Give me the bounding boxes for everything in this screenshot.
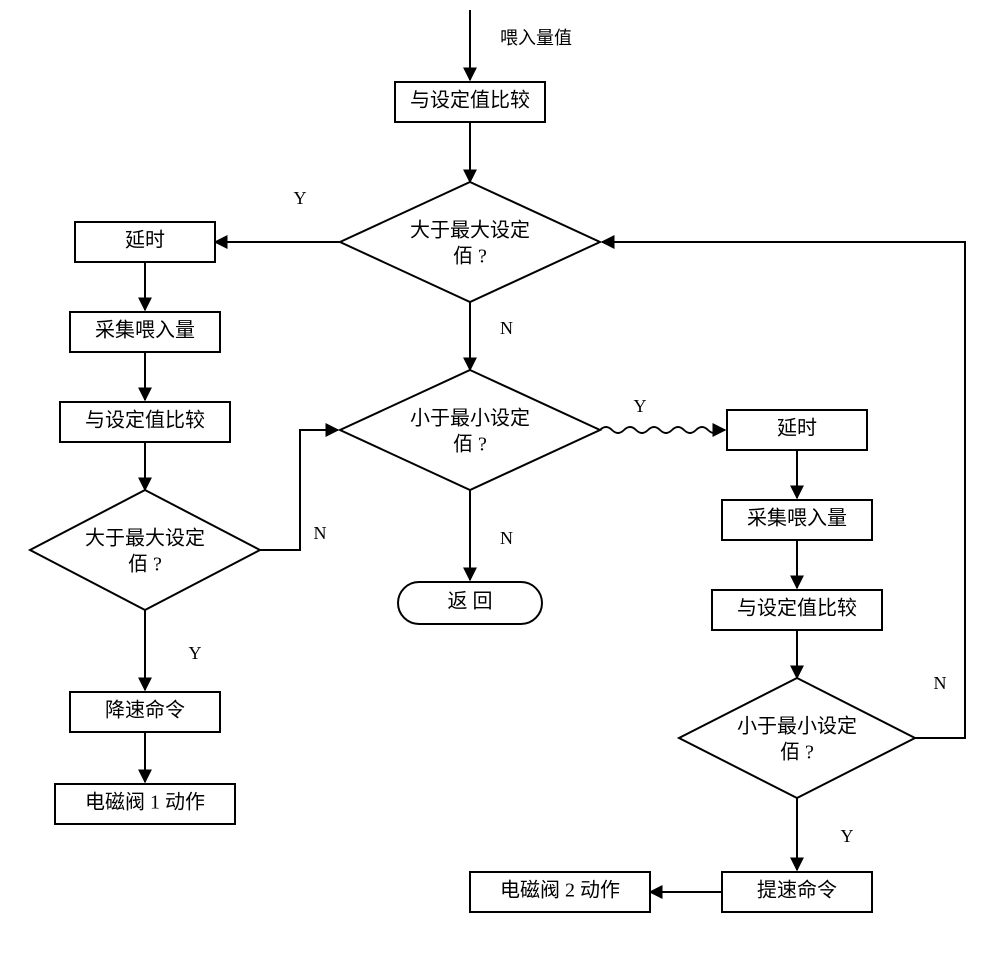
- edge-rdec-y: Y: [797, 798, 854, 870]
- svg-text:返 回: 返 回: [448, 590, 493, 613]
- svg-text:大于最大设定: 大于最大设定: [410, 219, 530, 242]
- r-decision-min: 小于最小设定 佰 ?: [679, 678, 915, 798]
- r-compare: 与设定值比较: [712, 590, 882, 630]
- svg-text:与设定值比较: 与设定值比较: [85, 409, 205, 432]
- svg-text:采集喂入量: 采集喂入量: [747, 507, 847, 530]
- svg-text:提速命令: 提速命令: [757, 879, 837, 902]
- svg-text:佰 ?: 佰 ?: [453, 245, 487, 268]
- svg-text:采集喂入量: 采集喂入量: [95, 319, 195, 342]
- l-valve1: 电磁阀 1 动作: [55, 784, 235, 824]
- svg-text:Y: Y: [294, 188, 307, 208]
- svg-text:小于最小设定: 小于最小设定: [737, 715, 857, 738]
- svg-text:大于最大设定: 大于最大设定: [85, 527, 205, 550]
- compare-top: 与设定值比较: [395, 82, 545, 122]
- svg-text:电磁阀 1 动作: 电磁阀 1 动作: [85, 791, 205, 814]
- l-delay: 延时: [75, 222, 215, 262]
- svg-text:佰 ?: 佰 ?: [453, 433, 487, 456]
- edge-rdec-n: N: [602, 242, 965, 738]
- start-label: 喂入量值: [500, 28, 572, 48]
- svg-text:延时: 延时: [777, 417, 817, 440]
- svg-text:Y: Y: [189, 643, 202, 663]
- svg-text:延时: 延时: [125, 229, 165, 252]
- r-speed-cmd: 提速命令: [722, 872, 872, 912]
- svg-text:N: N: [500, 318, 513, 338]
- svg-text:电磁阀 2 动作: 电磁阀 2 动作: [500, 879, 620, 902]
- l-sample: 采集喂入量: [70, 312, 220, 352]
- r-sample: 采集喂入量: [722, 500, 872, 540]
- svg-text:佰 ?: 佰 ?: [128, 553, 162, 576]
- svg-text:Y: Y: [841, 826, 854, 846]
- svg-text:与设定值比较: 与设定值比较: [737, 597, 857, 620]
- edge-maxtop-y: Y: [215, 188, 340, 242]
- svg-text:与设定值比较: 与设定值比较: [410, 89, 530, 112]
- return-terminator: 返 回: [398, 582, 542, 624]
- svg-text:Y: Y: [634, 396, 647, 416]
- svg-text:N: N: [500, 528, 513, 548]
- l-compare: 与设定值比较: [60, 402, 230, 442]
- flowchart: 喂入量值 与设定值比较 大于最大设定 佰 ? Y N 小于最小设定 佰 ? Y …: [0, 0, 1000, 963]
- l-decision-max: 大于最大设定 佰 ?: [30, 490, 260, 610]
- edge-ldec-n: N: [260, 430, 338, 550]
- r-delay: 延时: [727, 410, 867, 450]
- l-slow-cmd: 降速命令: [70, 692, 220, 732]
- edge-minmid-y: Y: [600, 396, 725, 433]
- decision-min-mid: 小于最小设定 佰 ?: [340, 370, 600, 490]
- svg-text:佰 ?: 佰 ?: [780, 741, 814, 764]
- decision-max-top: 大于最大设定 佰 ?: [340, 182, 600, 302]
- edge-ldec-y: Y: [145, 610, 202, 690]
- svg-text:小于最小设定: 小于最小设定: [410, 407, 530, 430]
- svg-text:N: N: [314, 523, 327, 543]
- start-edge: 喂入量值: [470, 10, 572, 80]
- svg-text:N: N: [934, 673, 947, 693]
- r-valve2: 电磁阀 2 动作: [470, 872, 650, 912]
- edge-maxtop-n: N: [470, 302, 513, 370]
- svg-text:降速命令: 降速命令: [105, 699, 185, 722]
- edge-minmid-n: N: [470, 490, 513, 580]
